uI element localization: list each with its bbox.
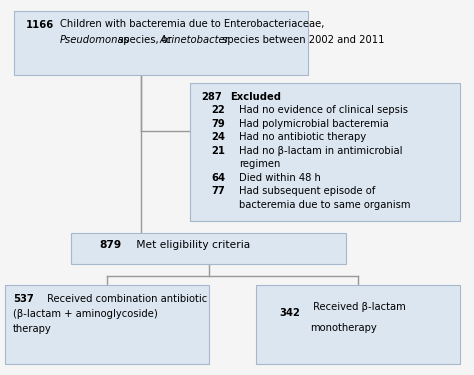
Text: Children with bacteremia due to Enterobacteriaceae,: Children with bacteremia due to Enteroba… bbox=[60, 20, 325, 30]
Text: Died within 48 h: Died within 48 h bbox=[239, 173, 321, 183]
Text: (β-lactam + aminoglycoside): (β-lactam + aminoglycoside) bbox=[13, 309, 158, 320]
Text: 22: 22 bbox=[211, 105, 225, 116]
Text: Had no antibiotic therapy: Had no antibiotic therapy bbox=[239, 132, 366, 142]
Text: 64: 64 bbox=[211, 173, 225, 183]
FancyBboxPatch shape bbox=[5, 285, 209, 364]
Text: species between 2002 and 2011: species between 2002 and 2011 bbox=[219, 35, 384, 45]
Text: Acinetobacter: Acinetobacter bbox=[160, 35, 229, 45]
FancyBboxPatch shape bbox=[71, 232, 346, 264]
FancyBboxPatch shape bbox=[256, 285, 460, 364]
Text: 79: 79 bbox=[211, 119, 225, 129]
Text: Had no β-lactam in antimicrobial: Had no β-lactam in antimicrobial bbox=[239, 146, 403, 156]
Text: species, or: species, or bbox=[115, 35, 175, 45]
Text: Had no evidence of clinical sepsis: Had no evidence of clinical sepsis bbox=[239, 105, 409, 116]
Text: 24: 24 bbox=[211, 132, 225, 142]
Text: 21: 21 bbox=[211, 146, 225, 156]
Text: Excluded: Excluded bbox=[230, 92, 281, 102]
Text: 287: 287 bbox=[201, 92, 222, 102]
Text: Met eligibility criteria: Met eligibility criteria bbox=[133, 240, 250, 250]
Text: monotherapy: monotherapy bbox=[310, 323, 377, 333]
FancyBboxPatch shape bbox=[190, 82, 460, 221]
Text: 1166: 1166 bbox=[26, 20, 55, 30]
Text: 879: 879 bbox=[100, 240, 122, 250]
Text: therapy: therapy bbox=[13, 324, 52, 334]
Text: Received combination antibiotic: Received combination antibiotic bbox=[44, 294, 207, 304]
Text: Pseudomonas: Pseudomonas bbox=[60, 35, 130, 45]
Text: 537: 537 bbox=[13, 294, 34, 304]
FancyBboxPatch shape bbox=[14, 11, 308, 75]
Text: 77: 77 bbox=[211, 186, 225, 196]
Text: regimen: regimen bbox=[239, 159, 281, 170]
Text: 342: 342 bbox=[280, 308, 301, 318]
Text: bacteremia due to same organism: bacteremia due to same organism bbox=[239, 200, 411, 210]
Text: Had subsequent episode of: Had subsequent episode of bbox=[239, 186, 376, 196]
Text: Received β-lactam: Received β-lactam bbox=[310, 302, 406, 312]
Text: Had polymicrobial bacteremia: Had polymicrobial bacteremia bbox=[239, 119, 389, 129]
